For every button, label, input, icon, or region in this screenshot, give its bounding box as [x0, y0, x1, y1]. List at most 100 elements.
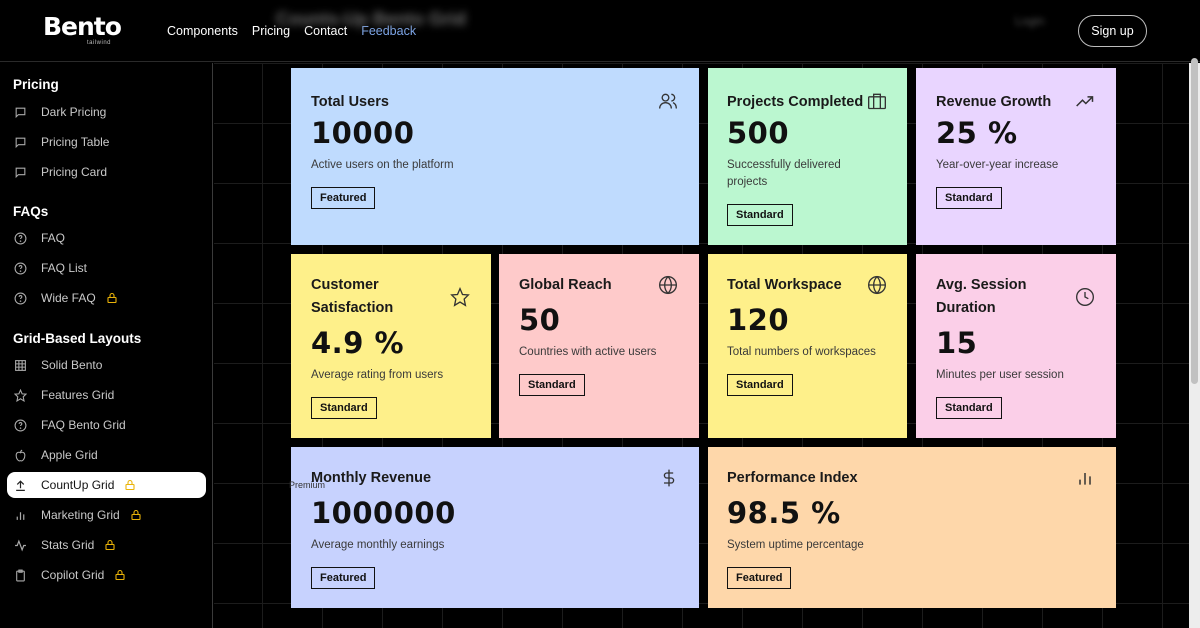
nav-link-feedback[interactable]: Feedback	[361, 24, 417, 38]
premium-tag: Premium	[289, 480, 326, 490]
star-icon	[14, 388, 27, 402]
sidebar-item-faq[interactable]: FAQ	[7, 225, 206, 251]
sidebar-item-countup-grid[interactable]: CountUp Grid	[7, 472, 206, 498]
stat-card-monthly-revenue: Monthly Revenue 1000000 Average monthly …	[291, 447, 699, 608]
logo[interactable]: Bento	[43, 12, 122, 41]
scrollbar-thumb[interactable]	[1191, 58, 1198, 384]
signup-button[interactable]: Sign up	[1078, 15, 1147, 47]
chat-icon	[14, 136, 27, 149]
card-value: 15	[936, 326, 978, 360]
blurred-login-link[interactable]: Login	[1015, 14, 1045, 28]
help-circle-icon	[14, 262, 27, 275]
sidebar-item-dark-pricing[interactable]: Dark Pricing	[7, 99, 206, 125]
sidebar-section-title: FAQs	[13, 204, 49, 219]
lock-icon	[124, 479, 136, 491]
sidebar-item-label: Apple Grid	[41, 448, 98, 462]
sidebar-item-marketing-grid[interactable]: Marketing Grid	[7, 502, 206, 528]
card-description: Minutes per user session	[936, 369, 1064, 381]
card-title: Total Users	[311, 94, 389, 110]
card-badge: Featured	[311, 567, 376, 589]
nav-link-contact[interactable]: Contact	[304, 24, 348, 38]
apple-icon	[14, 449, 27, 462]
lock-icon	[104, 539, 116, 551]
help-circle-icon	[14, 292, 27, 305]
card-badge: Featured	[727, 567, 792, 589]
stat-card-revenue-growth: Revenue Growth 25 % Year-over-year incre…	[916, 68, 1116, 245]
card-description: Average rating from users	[311, 369, 444, 381]
card-badge: Standard	[936, 397, 1002, 419]
card-value: 120	[727, 303, 790, 337]
stat-card-total-users: Total Users 10000 Active users on the pl…	[291, 68, 699, 245]
globe-icon	[866, 274, 888, 296]
sidebar-item-label: Wide FAQ	[41, 291, 96, 305]
trending-up-icon	[1074, 90, 1096, 112]
lock-icon	[106, 292, 118, 304]
card-value: 98.5 %	[727, 496, 841, 530]
logo-subtitle: tailwind	[87, 40, 112, 46]
card-badge: Standard	[519, 374, 585, 396]
card-value: 25 %	[936, 116, 1018, 150]
card-title: Monthly Revenue	[311, 470, 432, 486]
nav-link-pricing[interactable]: Pricing	[251, 24, 291, 38]
sidebar-item-features-grid[interactable]: Features Grid	[7, 382, 206, 408]
card-value: 500	[727, 116, 790, 150]
chat-icon	[14, 106, 27, 119]
card-description: Year-over-year increase	[936, 159, 1059, 171]
sidebar-item-label: Pricing Table	[41, 135, 110, 149]
star-icon	[449, 286, 471, 308]
blurred-page-title: Counts-Up Bento Grid	[276, 9, 466, 29]
stat-card-performance-index: Performance Index 98.5 % System uptime p…	[708, 447, 1116, 608]
globe-icon	[657, 274, 679, 296]
help-circle-icon	[14, 232, 27, 245]
clipboard-icon	[14, 569, 27, 582]
card-description: System uptime percentage	[727, 539, 864, 551]
sidebar-item-wide-faq[interactable]: Wide FAQ	[7, 285, 206, 311]
card-description: Successfully delivered projects	[727, 159, 841, 188]
sidebar-item-pricing-table[interactable]: Pricing Table	[7, 129, 206, 155]
stat-card-projects-completed: Projects Completed 500 Successfully deli…	[708, 68, 907, 245]
card-badge: Standard	[727, 204, 793, 226]
lock-icon	[114, 569, 126, 581]
card-title: Avg. Session Duration	[936, 277, 1027, 316]
card-title: Customer Satisfaction	[311, 277, 394, 316]
card-description: Total numbers of workspaces	[727, 346, 876, 358]
sidebar-item-label: Copilot Grid	[41, 568, 105, 582]
card-value: 10000	[311, 116, 415, 150]
card-title: Total Workspace	[727, 277, 842, 293]
lock-icon	[130, 509, 142, 521]
sidebar-section-title: Pricing	[13, 77, 59, 92]
sidebar-item-label: Dark Pricing	[41, 105, 107, 119]
nav-link-components[interactable]: Components	[167, 24, 238, 38]
bar-chart-icon	[1074, 467, 1096, 489]
sidebar-item-label: FAQ	[41, 231, 66, 245]
sidebar-item-label: FAQ Bento Grid	[41, 418, 126, 432]
card-description: Active users on the platform	[311, 159, 454, 171]
sidebar-item-copilot-grid[interactable]: Copilot Grid	[7, 562, 206, 588]
stat-card-avg-session-duration: Avg. Session Duration 15 Minutes per use…	[916, 254, 1116, 438]
sidebar-item-label: CountUp Grid	[41, 478, 115, 492]
card-badge: Standard	[311, 397, 377, 419]
sidebar-item-stats-grid[interactable]: Stats Grid	[7, 532, 206, 558]
activity-icon	[14, 538, 27, 552]
briefcase-icon	[866, 90, 888, 112]
card-description: Average monthly earnings	[311, 539, 445, 551]
top-header: Bento tailwind Components Pricing Contac…	[0, 0, 1200, 62]
dollar-icon	[658, 467, 680, 489]
help-circle-icon	[14, 419, 27, 432]
bar-chart-icon	[14, 509, 27, 522]
users-icon	[657, 90, 679, 112]
stat-card-customer-satisfaction: Customer Satisfaction 4.9 % Average rati…	[291, 254, 491, 438]
card-badge: Featured	[311, 187, 376, 209]
sidebar-item-apple-grid[interactable]: Apple Grid	[7, 442, 206, 468]
sidebar-item-faq-list[interactable]: FAQ List	[7, 255, 206, 281]
card-title: Projects Completed	[727, 94, 864, 110]
card-title: Performance Index	[727, 470, 858, 486]
sidebar-item-pricing-card[interactable]: Pricing Card	[7, 159, 206, 185]
sidebar: Pricing Dark Pricing Pricing Table Prici…	[0, 63, 213, 628]
sidebar-item-solid-bento[interactable]: Solid Bento	[7, 352, 206, 378]
sidebar-item-label: Features Grid	[41, 388, 115, 402]
sidebar-item-label: Stats Grid	[41, 538, 95, 552]
sidebar-item-label: Solid Bento	[41, 358, 103, 372]
main-nav: Components Pricing Contact Feedback	[167, 23, 416, 39]
sidebar-item-faq-bento-grid[interactable]: FAQ Bento Grid	[7, 412, 206, 438]
